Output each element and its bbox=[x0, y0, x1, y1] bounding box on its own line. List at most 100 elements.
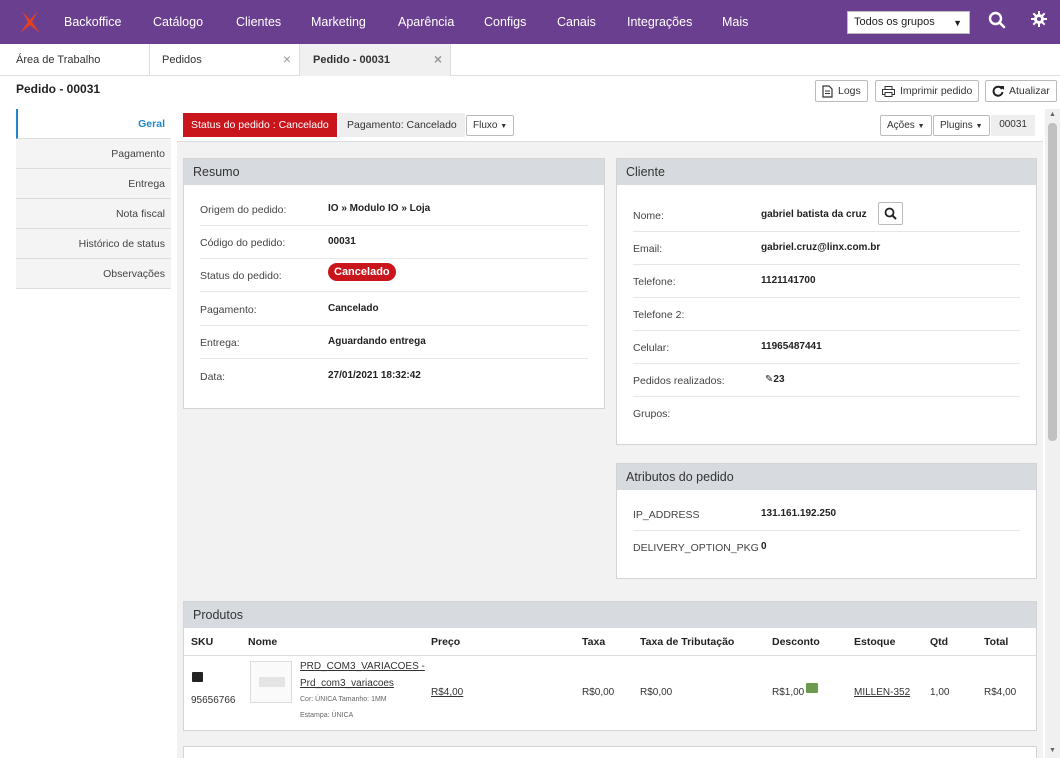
flow-dropdown[interactable]: Fluxo ▼ bbox=[466, 115, 515, 136]
col-desconto: Desconto bbox=[772, 636, 820, 648]
cliente-label: Telefone 2: bbox=[633, 309, 685, 321]
cliente-label: Telefone: bbox=[633, 276, 676, 288]
cancelado-badge: Cancelado bbox=[328, 263, 396, 281]
col-total: Total bbox=[984, 636, 1009, 648]
resumo-row: Entrega: Aguardando entrega bbox=[200, 326, 588, 359]
tab-area-de-trabalho[interactable]: Área de Trabalho bbox=[0, 44, 150, 76]
status-badge: Cancelado bbox=[328, 263, 396, 281]
cliente-value: 11965487441 bbox=[761, 341, 822, 352]
resumo-label: Status do pedido: bbox=[200, 270, 282, 282]
sidebar-item-pagamento[interactable]: Pagamento bbox=[16, 139, 171, 169]
sidebar-item-observacoes[interactable]: Observações bbox=[16, 259, 171, 289]
plugins-label: Plugins bbox=[940, 120, 973, 131]
tab-bar: Área de Trabalho Pedidos × Pedido - 0003… bbox=[0, 44, 1060, 76]
actions-label: Ações bbox=[887, 120, 915, 131]
refresh-button[interactable]: Atualizar bbox=[985, 80, 1057, 102]
nav-brand[interactable]: Backoffice bbox=[64, 15, 122, 29]
product-name-link[interactable]: PRD_COM3_VARIACOES - bbox=[300, 661, 425, 672]
resumo-value: Cancelado bbox=[328, 303, 379, 314]
logs-button[interactable]: Logs bbox=[815, 80, 868, 102]
atributo-label: DELIVERY_OPTION_PKG bbox=[633, 542, 759, 554]
resumo-row: Data: 27/01/2021 18:32:42 bbox=[200, 360, 588, 393]
sidebar-item-nota-fiscal[interactable]: Nota fiscal bbox=[16, 199, 171, 229]
total-value: R$4,00 bbox=[984, 687, 1017, 698]
product-detail: Cor: ÚNICA Tamanho: 1MM bbox=[300, 696, 387, 703]
close-icon[interactable]: × bbox=[433, 51, 442, 67]
plugins-dropdown[interactable]: Plugins ▼ bbox=[933, 115, 990, 136]
nav-configs[interactable]: Configs bbox=[484, 15, 527, 29]
search-customer-button[interactable] bbox=[878, 202, 903, 225]
cliente-label: Grupos: bbox=[633, 408, 671, 420]
orders-count: 23 bbox=[773, 374, 785, 385]
tab-label: Área de Trabalho bbox=[16, 54, 101, 66]
product-thumbnail[interactable] bbox=[250, 661, 292, 703]
discount-tag-icon[interactable] bbox=[806, 683, 818, 693]
tab-pedidos[interactable]: Pedidos × bbox=[150, 44, 300, 76]
gear-icon[interactable] bbox=[1031, 11, 1047, 30]
product-name-link-2[interactable]: Prd_com3_variacoes bbox=[300, 678, 394, 689]
cliente-row: Grupos: bbox=[633, 397, 1020, 430]
order-number-badge: 00031 bbox=[991, 115, 1035, 136]
scroll-down-icon[interactable]: ▼ bbox=[1049, 747, 1056, 754]
refresh-icon bbox=[992, 85, 1004, 97]
resumo-value: Aguardando entrega bbox=[328, 336, 426, 347]
cliente-label: Nome: bbox=[633, 210, 664, 222]
refresh-label: Atualizar bbox=[1009, 85, 1050, 97]
resumo-value: 00031 bbox=[328, 236, 356, 247]
cliente-row: Celular: 11965487441 bbox=[633, 331, 1020, 364]
resumo-label: Código do pedido: bbox=[200, 237, 286, 249]
col-estoque: Estoque bbox=[854, 636, 896, 648]
nav-marketing[interactable]: Marketing bbox=[311, 15, 366, 29]
vertical-scrollbar[interactable]: ▲ ▼ bbox=[1045, 109, 1060, 758]
sidebar-item-entrega[interactable]: Entrega bbox=[16, 169, 171, 199]
atributo-label: IP_ADDRESS bbox=[633, 509, 700, 521]
logs-label: Logs bbox=[838, 85, 861, 97]
nav-canais[interactable]: Canais bbox=[557, 15, 596, 29]
group-select[interactable]: Todos os grupos ▼ bbox=[847, 11, 970, 34]
nav-clientes[interactable]: Clientes bbox=[236, 15, 282, 29]
orders-count-link[interactable]: ✎23 bbox=[765, 374, 785, 385]
scroll-up-icon[interactable]: ▲ bbox=[1049, 111, 1056, 118]
price-link[interactable]: R$4,00 bbox=[431, 687, 464, 698]
nav-catalogo[interactable]: Catálogo bbox=[153, 15, 204, 29]
cliente-row: Pedidos realizados: ✎23 bbox=[633, 364, 1020, 397]
order-sidebar: Geral Pagamento Entrega Nota fiscal Hist… bbox=[16, 109, 171, 289]
col-preco: Preço bbox=[431, 636, 461, 648]
backoffice-logo[interactable] bbox=[20, 11, 40, 33]
cliente-row: Telefone: 1121141700 bbox=[633, 265, 1020, 298]
caret-down-icon: ▼ bbox=[500, 123, 508, 130]
atributo-value: 131.161.192.250 bbox=[761, 508, 837, 519]
atributos-panel: Atributos do pedido IP_ADDRESS 131.161.1… bbox=[616, 463, 1037, 579]
resumo-row: Pagamento: Cancelado bbox=[200, 293, 588, 326]
nav-mais[interactable]: Mais bbox=[722, 15, 749, 29]
cliente-row: Email: gabriel.cruz@linx.com.br bbox=[633, 232, 1020, 265]
atributo-row: DELIVERY_OPTION_PKG 0 bbox=[633, 531, 1020, 564]
sidebar-item-label: Entrega bbox=[128, 178, 165, 190]
products-table: SKU Nome Preço Taxa Taxa de Tributação D… bbox=[184, 628, 1036, 732]
resumo-title: Resumo bbox=[184, 159, 604, 185]
col-nome: Nome bbox=[248, 636, 278, 648]
status-bar: Status do pedido : Cancelado Pagamento: … bbox=[177, 109, 1043, 142]
close-icon[interactable]: × bbox=[282, 51, 291, 67]
sidebar-item-geral[interactable]: Geral bbox=[16, 109, 171, 139]
actions-dropdown[interactable]: Ações ▼ bbox=[880, 115, 932, 136]
cliente-value: gabriel.cruz@linx.com.br bbox=[761, 242, 881, 253]
nav-integracoes[interactable]: Integrações bbox=[627, 15, 693, 29]
search-icon bbox=[884, 207, 897, 220]
nav-aparencia[interactable]: Aparência bbox=[398, 15, 455, 29]
cliente-label: Email: bbox=[633, 243, 663, 255]
print-order-button[interactable]: Imprimir pedido bbox=[875, 80, 980, 102]
document-icon bbox=[822, 84, 833, 98]
scrollbar-thumb[interactable] bbox=[1048, 123, 1057, 441]
sidebar-item-label: Histórico de status bbox=[78, 238, 165, 250]
estoque-link[interactable]: MILLEN-352 bbox=[854, 687, 911, 698]
sidebar-item-historico[interactable]: Histórico de status bbox=[16, 229, 171, 259]
image-placeholder-icon bbox=[259, 677, 285, 687]
col-tributacao: Taxa de Tributação bbox=[640, 636, 735, 648]
tab-pedido-00031[interactable]: Pedido - 00031 × bbox=[300, 44, 451, 76]
search-icon[interactable] bbox=[988, 11, 1006, 32]
tributacao-value: R$0,00 bbox=[640, 687, 673, 698]
sidebar-item-label: Geral bbox=[138, 118, 165, 130]
box-icon bbox=[192, 672, 203, 682]
sidebar-item-label: Observações bbox=[103, 268, 165, 280]
